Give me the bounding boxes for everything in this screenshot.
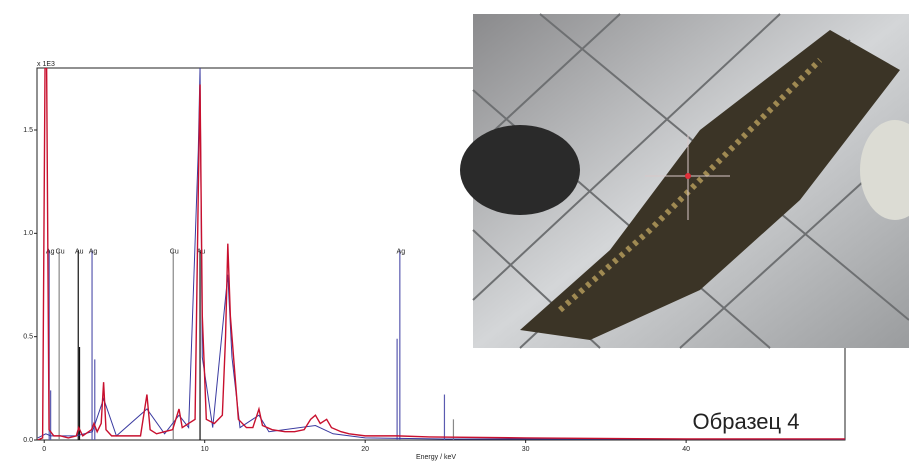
x-tick-label: 0 bbox=[42, 446, 46, 453]
x-tick-label: 40 bbox=[682, 446, 690, 453]
x-tick-label: 10 bbox=[201, 446, 209, 453]
element-label: Cu bbox=[56, 249, 65, 256]
x-tick-label: 20 bbox=[361, 446, 369, 453]
crosshair-center bbox=[685, 173, 691, 179]
probe-shadow bbox=[460, 125, 580, 215]
x-tick-label: 30 bbox=[522, 446, 530, 453]
x-axis-label: Energy / keV bbox=[416, 454, 456, 461]
y-tick-label: 0.5 bbox=[23, 334, 33, 341]
element-label: Au bbox=[75, 249, 84, 256]
y-tick-label: 0.0 bbox=[23, 437, 33, 444]
spectrum-line bbox=[37, 68, 845, 440]
sample-annotation: Образец 4 bbox=[693, 409, 800, 434]
element-label: Ag bbox=[89, 249, 98, 256]
axes: 0.0 0.5 1.0 1.5 0 10 20 30 40 bbox=[23, 127, 690, 453]
element-label: Ag bbox=[397, 249, 406, 256]
plot-area: Ag Cu Au Ag Cu Au Ag bbox=[37, 68, 845, 440]
probe-tip bbox=[860, 120, 909, 220]
y-tick-label: 1.5 bbox=[23, 127, 33, 134]
y-tick-label: 1.0 bbox=[23, 230, 33, 237]
y-axis-label: x 1E3 bbox=[37, 61, 55, 68]
element-label: Ag bbox=[46, 249, 55, 256]
element-label: Cu bbox=[170, 249, 179, 256]
sample-photo bbox=[460, 13, 909, 349]
